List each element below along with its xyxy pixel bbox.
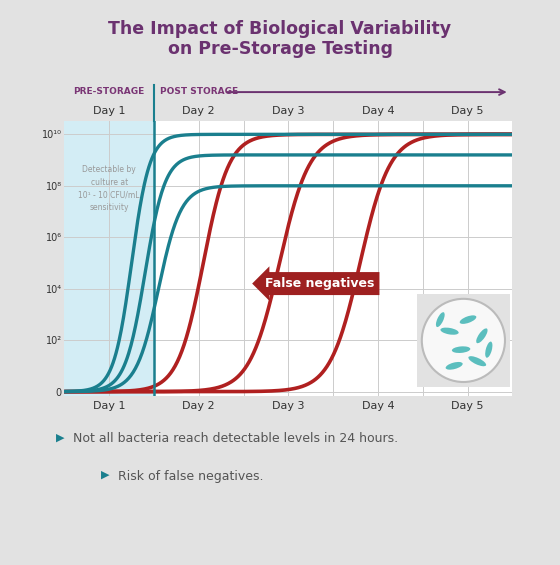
Bar xyxy=(64,121,154,396)
Text: Detectable by
culture at
10¹ - 10 CFU/mL
sensitivity: Detectable by culture at 10¹ - 10 CFU/mL… xyxy=(78,165,140,212)
Ellipse shape xyxy=(460,315,477,324)
Ellipse shape xyxy=(440,328,459,334)
Text: Day 3: Day 3 xyxy=(272,106,305,116)
Ellipse shape xyxy=(476,328,488,343)
Text: ▶: ▶ xyxy=(56,432,64,442)
Ellipse shape xyxy=(485,342,492,358)
Text: Day 5: Day 5 xyxy=(451,106,484,116)
Ellipse shape xyxy=(446,362,463,370)
Text: on Pre-Storage Testing: on Pre-Storage Testing xyxy=(167,40,393,58)
Text: The Impact of Biological Variability: The Impact of Biological Variability xyxy=(109,20,451,38)
Text: Day 4: Day 4 xyxy=(362,106,394,116)
Circle shape xyxy=(422,299,505,382)
Ellipse shape xyxy=(452,346,470,353)
Ellipse shape xyxy=(468,356,486,366)
Text: ▶: ▶ xyxy=(101,470,109,480)
Text: PRE-STORAGE: PRE-STORAGE xyxy=(73,87,145,96)
Text: Day 2: Day 2 xyxy=(183,106,215,116)
Text: Day 1: Day 1 xyxy=(93,106,125,116)
Ellipse shape xyxy=(436,312,445,327)
Text: Risk of false negatives.: Risk of false negatives. xyxy=(118,470,263,483)
Text: POST STORAGE: POST STORAGE xyxy=(160,87,238,96)
Text: False negatives: False negatives xyxy=(265,277,375,290)
Text: Not all bacteria reach detectable levels in 24 hours.: Not all bacteria reach detectable levels… xyxy=(73,432,398,445)
